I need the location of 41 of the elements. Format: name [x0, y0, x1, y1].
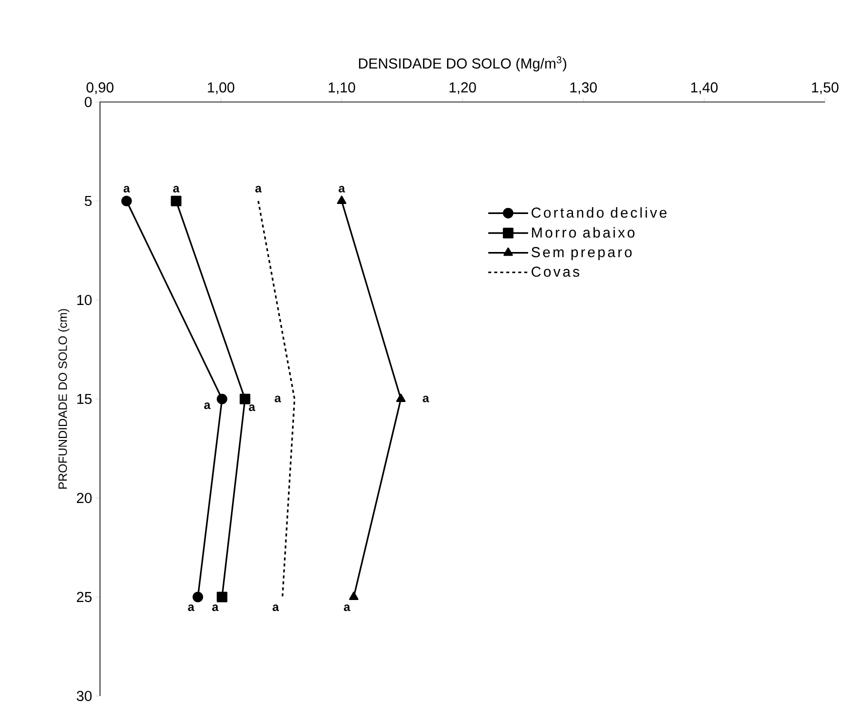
annotation: a [124, 186, 130, 192]
y-tick-label: 15 [77, 394, 92, 404]
legend-label: Sem preparo [532, 247, 632, 260]
point [349, 592, 358, 600]
y-tick-label: 0 [84, 96, 92, 108]
annotation: a [338, 186, 346, 192]
legend-label: Cortando declive [532, 207, 666, 218]
x-tick-label: 0,90 [86, 82, 114, 94]
point [216, 394, 228, 404]
point [336, 196, 346, 204]
x-tick-label: 1,00 [208, 82, 234, 94]
y-tick-label: 5 [84, 196, 92, 206]
y-axis-title: PROFUNDIDADE DO SOLO (cm) [58, 309, 70, 489]
legend-label: Covas [532, 266, 580, 277]
annotation: a [188, 604, 194, 612]
y-tick-label: 20 [76, 492, 92, 504]
x-tick-label: 1,30 [570, 82, 597, 94]
annotation: a [274, 396, 282, 402]
legend-label: Morro abaixo [532, 227, 634, 238]
y-tick-label: 30 [76, 690, 92, 702]
annotation: a [212, 604, 219, 612]
annotation: a [255, 186, 262, 192]
x-tick-label: 1,20 [450, 82, 476, 94]
point [192, 592, 204, 602]
x-axis-title: DENSIDADE DO SOLO (Mg/m$^{3}$) [359, 56, 566, 72]
annotation: a [204, 402, 211, 410]
x-tick-label: 1,40 [691, 82, 718, 94]
annotation: a [248, 404, 256, 412]
point [240, 394, 250, 404]
x-tick-label: 1,10 [328, 82, 356, 94]
annotation: a [344, 604, 350, 612]
annotation: a [272, 604, 279, 612]
x-tick-label: 1,50 [812, 82, 838, 94]
annotation: a [173, 186, 180, 192]
annotation: a [422, 396, 430, 402]
y-tick-label: 10 [77, 294, 92, 306]
point [396, 394, 406, 402]
point [121, 196, 132, 206]
y-tick-label: 25 [76, 592, 92, 602]
point [216, 592, 228, 602]
point [170, 196, 182, 206]
